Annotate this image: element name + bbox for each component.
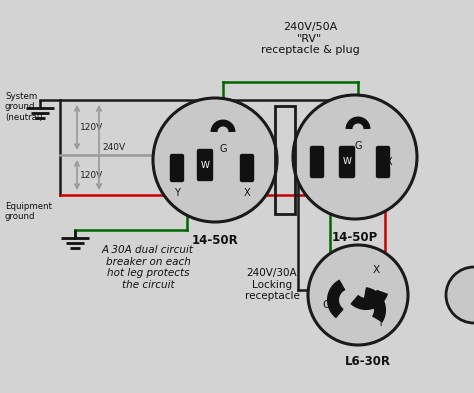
Text: 120V: 120V — [80, 171, 103, 180]
FancyBboxPatch shape — [310, 147, 323, 178]
Text: Equipment
ground: Equipment ground — [5, 202, 52, 221]
FancyBboxPatch shape — [376, 147, 390, 178]
Text: X: X — [386, 157, 392, 167]
Text: 240V/50A
"RV"
receptacle & plug: 240V/50A "RV" receptacle & plug — [261, 22, 359, 55]
Text: 14-50R: 14-50R — [191, 234, 238, 247]
Text: X: X — [244, 188, 250, 198]
Text: 240V: 240V — [102, 143, 125, 152]
Text: Y: Y — [377, 318, 383, 328]
Text: L6-30R: L6-30R — [345, 355, 391, 368]
Text: 240V/30A
Locking
receptacle: 240V/30A Locking receptacle — [245, 268, 300, 301]
FancyBboxPatch shape — [171, 154, 183, 182]
FancyBboxPatch shape — [198, 149, 212, 180]
Bar — [275, 106, 295, 214]
Text: W: W — [201, 160, 210, 169]
Text: G: G — [219, 144, 227, 154]
FancyBboxPatch shape — [240, 154, 254, 182]
Text: X: X — [373, 265, 380, 275]
Text: 14-50P: 14-50P — [332, 231, 378, 244]
Circle shape — [446, 267, 474, 323]
Text: G: G — [322, 300, 330, 310]
Text: System
ground
(neutral): System ground (neutral) — [5, 92, 43, 122]
Text: Y: Y — [174, 188, 180, 198]
Text: A 30A dual circuit
breaker on each
hot leg protects
the circuit: A 30A dual circuit breaker on each hot l… — [102, 245, 194, 290]
FancyBboxPatch shape — [339, 147, 355, 178]
Circle shape — [293, 95, 417, 219]
Circle shape — [153, 98, 277, 222]
Text: G: G — [354, 141, 362, 151]
Text: 120V: 120V — [80, 123, 103, 132]
Text: Y: Y — [310, 157, 316, 167]
Text: W: W — [343, 158, 351, 167]
Circle shape — [308, 245, 408, 345]
